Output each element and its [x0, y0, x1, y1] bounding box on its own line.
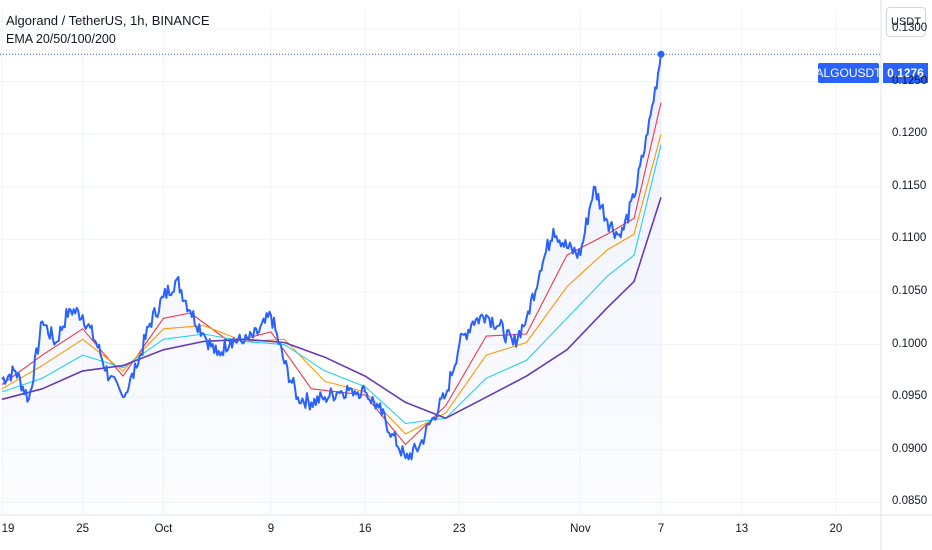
y-tick-label: 0.1200 — [892, 127, 928, 140]
last-price-marker — [657, 50, 665, 58]
x-tick-label: 23 — [452, 523, 466, 535]
x-tick-label: Nov — [570, 523, 591, 535]
ema200-line — [1, 197, 662, 419]
symbol-title[interactable]: Algorand / TetherUS, 1h, BINANCE — [6, 13, 210, 28]
x-tick-label: 7 — [657, 523, 665, 535]
x-tick-label: 25 — [76, 523, 90, 535]
x-tick-label: 13 — [735, 523, 749, 535]
y-tick-label: 0.1000 — [892, 337, 928, 350]
y-tick-label: 0.1150 — [892, 179, 927, 192]
y-tick-label: 0.1100 — [892, 232, 927, 245]
currency-button[interactable]: USDT — [886, 7, 926, 37]
price-line — [1, 54, 662, 461]
y-tick-label: 0.0950 — [892, 390, 928, 403]
y-tick-label: 0.1300 — [892, 21, 928, 34]
y-tick-label: 0.0900 — [892, 442, 928, 455]
chart-legend: Algorand / TetherUS, 1h, BINANCE EMA 20/… — [6, 12, 210, 48]
y-tick-label: 0.0850 — [892, 495, 928, 508]
x-tick-label: 19 — [1, 523, 15, 535]
indicator-label[interactable]: EMA 20/50/100/200 — [6, 32, 116, 46]
symbol-tag: ALGOUSDT — [816, 63, 882, 83]
last-price-tag: 0.1276 — [883, 63, 928, 83]
x-tick-label: 9 — [267, 523, 275, 535]
x-tick-label: Oct — [154, 523, 173, 535]
x-tick-label: 20 — [829, 523, 843, 535]
y-tick-label: 0.1050 — [892, 284, 928, 297]
price-area-fill — [2, 54, 662, 515]
y-tick-label: 0.1250 — [892, 74, 928, 87]
x-tick-label: 16 — [358, 523, 372, 535]
ema100-line — [1, 144, 662, 425]
